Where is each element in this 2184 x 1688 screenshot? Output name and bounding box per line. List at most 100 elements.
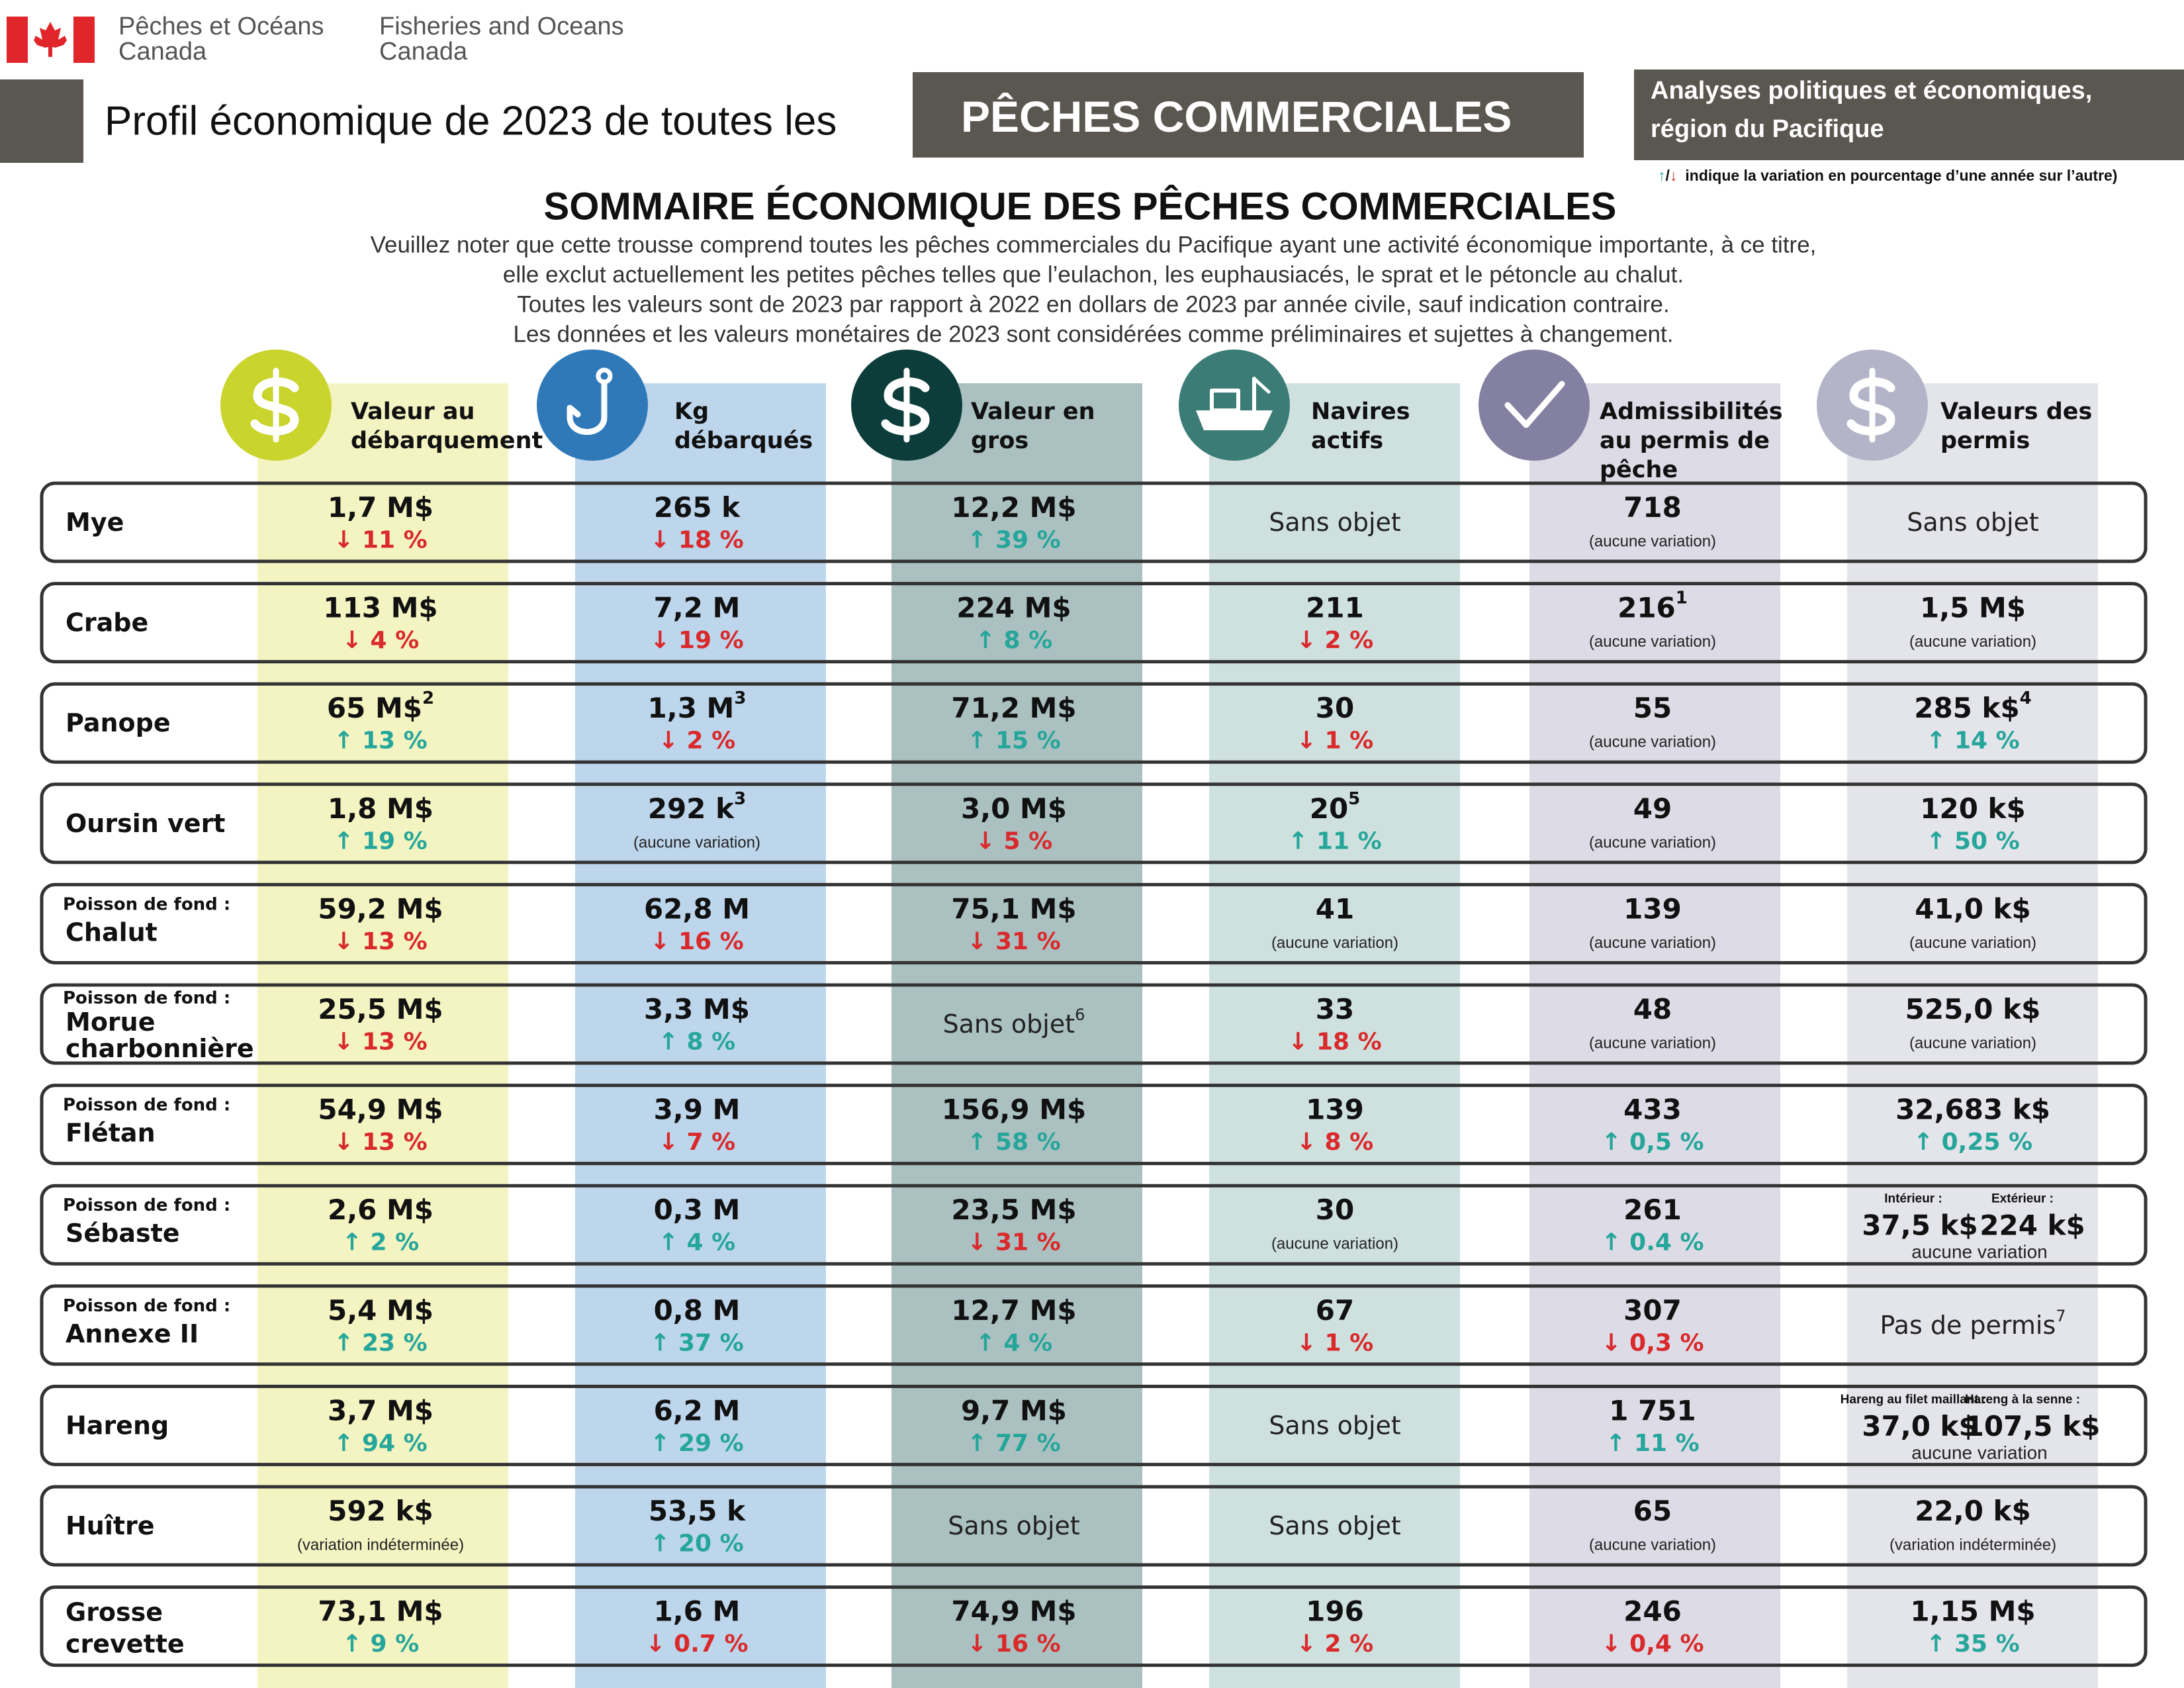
cell-value-line: 6,2 M <box>654 1394 741 1427</box>
cell-change: ↓ 13 % <box>334 928 427 955</box>
column-header: débarquement <box>351 428 543 454</box>
cell-change: ↓ 0,4 % <box>1601 1630 1704 1658</box>
column-stripe <box>257 383 508 1688</box>
column-header: Valeurs des <box>1940 399 2092 425</box>
column-header: débarqués <box>674 428 813 454</box>
cell-value-line: 1,5 M$ <box>1920 591 2026 624</box>
footnote-ref: 4 <box>2020 688 2032 708</box>
cell-note: (variation indéterminée) <box>1889 1536 2056 1554</box>
cell-value-line: Sans objet <box>1269 1511 1401 1540</box>
cell-value-line: Sans objet <box>1269 508 1401 537</box>
column-header: au permis de <box>1600 428 1770 454</box>
cell-value: 53,5 k <box>649 1495 746 1527</box>
cell-change: ↓ 16 % <box>650 928 743 955</box>
cell-value: 1,5 M$ <box>1920 591 2026 624</box>
column-header: Kg <box>674 399 709 425</box>
cell-change: ↑ 94 % <box>334 1430 427 1457</box>
cell-change: ↓ 0,3 % <box>1601 1329 1704 1356</box>
cell-change: ↑ 20 % <box>650 1530 743 1558</box>
cell-change: ↑ 35 % <box>1926 1630 2019 1658</box>
cell-change: ↑ 4 % <box>659 1229 735 1256</box>
cell-value-line: 120 k$ <box>1920 792 2025 824</box>
column-stripe <box>1529 383 1780 1688</box>
cell-value-line: 12,7 M$ <box>951 1293 1076 1326</box>
cell-change: ↓ 13 % <box>334 1129 427 1156</box>
hook-icon <box>567 367 613 435</box>
region-line: région du Pacifique <box>1651 115 1884 143</box>
org-en-line: Canada <box>379 38 468 66</box>
cell-value: 20 <box>1310 792 1348 824</box>
row-frame <box>40 1585 2148 1667</box>
cell-change: ↑ 58 % <box>967 1129 1060 1156</box>
cell-change: ↓ 0.7 % <box>645 1630 748 1658</box>
row-frame <box>40 481 2148 563</box>
cell-value-line: 1,15 M$ <box>1910 1595 2035 1627</box>
footnote-ref: 1 <box>1676 588 1688 608</box>
cell-change: ↑ 8 % <box>659 1029 735 1056</box>
cell-change: ↑ 2 % <box>342 1229 419 1256</box>
cell-change: ↑ 0,25 % <box>1913 1129 2032 1156</box>
cell-value: 12,2 M$ <box>951 491 1076 524</box>
cell-value: 55 <box>1633 692 1672 724</box>
cell-note: (aucune variation) <box>1909 934 2036 952</box>
cell-value-line: 205 <box>1310 789 1361 825</box>
cell-value: 5,4 M$ <box>328 1293 433 1326</box>
cell-change: ↑ 39 % <box>967 527 1060 554</box>
cell-value: 224 M$ <box>956 591 1071 624</box>
cell-value: 23,5 M$ <box>951 1194 1076 1226</box>
cell-change: ↓ 2 % <box>1297 1630 1373 1658</box>
cell-value: 433 <box>1623 1093 1682 1125</box>
cell-value: 3,0 M$ <box>961 792 1067 824</box>
column-header: Valeur au <box>351 399 475 425</box>
cell-value-line: 1,8 M$ <box>328 792 433 824</box>
cell-value-line: 23,5 M$ <box>951 1194 1076 1226</box>
cell-sublabel: Hareng à la senne : <box>1965 1393 2080 1407</box>
cell-value-line: 25,5 M$ <box>318 993 443 1025</box>
column-header: gros <box>971 428 1028 454</box>
cell-value-line: 7,2 M <box>654 591 741 624</box>
cell-change: ↓ 18 % <box>650 527 743 554</box>
cell-value: 196 <box>1306 1595 1364 1627</box>
column-stripe <box>1847 383 2098 1688</box>
cell-change: ↓ 7 % <box>659 1129 735 1156</box>
cell-value: 30 <box>1316 692 1354 724</box>
cell-value: 49 <box>1633 792 1672 824</box>
column-header: Navires <box>1311 399 1410 425</box>
cell-change: ↓ 2 % <box>1297 627 1373 654</box>
cell-value: 1 751 <box>1609 1394 1696 1427</box>
icon-circle <box>537 350 648 461</box>
cell-sublabel: Intérieur : <box>1884 1192 1942 1206</box>
row-frame <box>40 882 2148 964</box>
cell-value-line: 224 M$ <box>956 591 1071 624</box>
row-label: Oursin vert <box>66 809 225 838</box>
cell-note: (aucune variation) <box>1589 633 1716 651</box>
cell-value-line: 59,2 M$ <box>318 892 443 925</box>
cell-change: ↑ 19 % <box>334 827 427 855</box>
cell-value: 75,1 M$ <box>951 892 1076 925</box>
row-frame <box>40 582 2148 664</box>
column-stripe <box>1209 383 1460 1688</box>
row-label: Flétan <box>66 1119 156 1148</box>
region-line: Analyses politiques et économiques, <box>1651 77 2092 105</box>
cell-value: 525,0 k$ <box>1905 993 2041 1025</box>
row-label: Huître <box>66 1511 155 1540</box>
cell-change: ↓ 31 % <box>967 928 1060 955</box>
footnote-ref: 3 <box>734 789 746 809</box>
cell-value: Sans objet <box>1269 1411 1401 1440</box>
cell-change: ↓ 19 % <box>650 627 743 654</box>
cell-value-line: 2161 <box>1617 588 1688 624</box>
cell-note: (aucune variation) <box>1589 533 1716 551</box>
cell-value: 1,15 M$ <box>1910 1595 2035 1627</box>
cell-value: 67 <box>1316 1293 1354 1326</box>
cell-value: 120 k$ <box>1920 792 2025 824</box>
cell-value: 216 <box>1617 591 1676 624</box>
cell-value-line: 54,9 M$ <box>318 1093 443 1125</box>
cell-value-line: 65 M$2 <box>327 688 434 724</box>
cell-value: 265 k <box>654 491 741 524</box>
row-label: Morue <box>66 1008 156 1037</box>
row-prefix: Poisson de fond : <box>63 1296 230 1316</box>
cell-value: 65 M$ <box>327 692 422 724</box>
cell-value: Sans objet <box>1907 508 2039 537</box>
cell-value: Sans objet <box>1269 508 1401 537</box>
